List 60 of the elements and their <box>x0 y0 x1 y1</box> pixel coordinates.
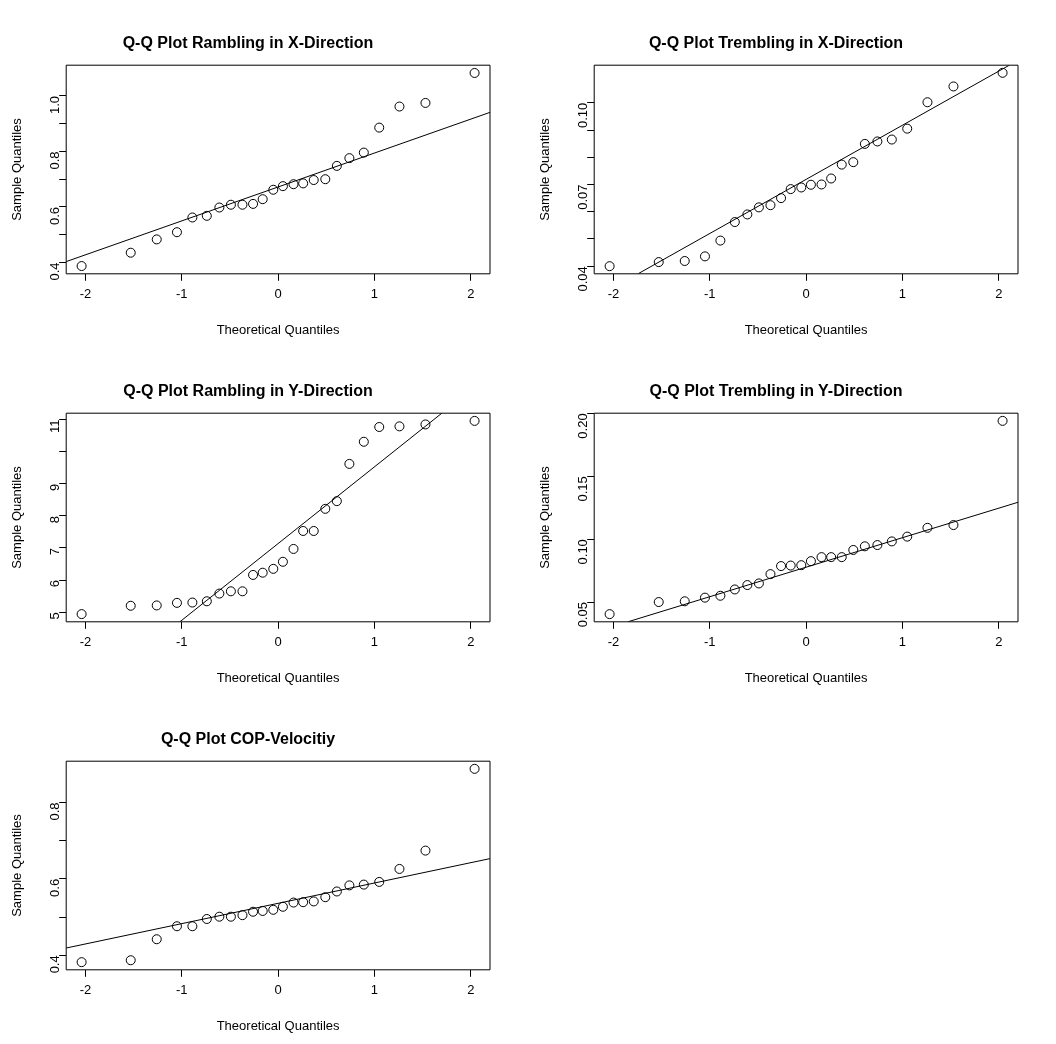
y-tick-label: 6 <box>46 580 62 588</box>
y-tick-label: 0.6 <box>46 878 62 897</box>
y-axis-title: Sample Quantiles <box>9 117 25 221</box>
y-axis-title: Sample Quantiles <box>537 465 553 569</box>
x-tick-label: -2 <box>79 982 92 998</box>
y-tick-label: 0.05 <box>574 602 590 628</box>
x-tick-label: 1 <box>898 286 907 302</box>
chart-title: Q-Q Plot Rambling in Y-Direction <box>123 382 373 400</box>
y-tick-label: 7 <box>46 547 62 556</box>
x-tick-label: 2 <box>995 634 1003 650</box>
x-tick-label: 0 <box>274 634 282 650</box>
x-tick-label: -2 <box>79 286 92 302</box>
x-tick-label: -1 <box>704 634 716 650</box>
chart-title: Q-Q Plot Rambling in X-Direction <box>122 34 374 52</box>
y-tick-label: 0.4 <box>46 262 62 281</box>
x-tick-label: 0 <box>802 634 810 650</box>
y-tick-label: 0.8 <box>46 151 62 170</box>
x-tick-label: 0 <box>802 286 810 302</box>
y-tick-label: 11 <box>46 419 62 434</box>
y-tick-label: 0.10 <box>574 539 590 565</box>
x-axis-title: Theoretical Quantiles <box>744 669 869 685</box>
y-tick-label: 0.4 <box>46 955 62 974</box>
y-tick-label: 0.8 <box>46 802 62 821</box>
x-tick-label: -1 <box>176 982 188 998</box>
x-tick-label: -2 <box>607 286 620 302</box>
x-tick-label: -1 <box>704 286 716 302</box>
x-tick-label: 1 <box>898 634 907 650</box>
x-axis-title: Theoretical Quantiles <box>216 321 341 337</box>
x-tick-label: -1 <box>176 634 188 650</box>
y-tick-label: 9 <box>46 483 62 492</box>
x-tick-label: 1 <box>370 982 379 998</box>
y-tick-label: 0.07 <box>574 184 590 210</box>
y-tick-label: 0.6 <box>46 206 62 226</box>
x-tick-label: -2 <box>79 634 92 650</box>
y-tick-label: 0.10 <box>574 102 590 129</box>
x-axis-title: Theoretical Quantiles <box>216 669 341 685</box>
x-tick-label: -1 <box>176 286 188 302</box>
x-tick-label: 1 <box>370 286 379 302</box>
x-axis-title: Theoretical Quantiles <box>744 321 869 337</box>
chart-title: Q-Q Plot Trembling in X-Direction <box>648 34 904 52</box>
x-tick-label: 2 <box>467 982 475 998</box>
y-tick-label: 8 <box>46 515 62 524</box>
x-tick-label: 1 <box>370 634 379 650</box>
y-tick-label: 0.04 <box>574 266 590 292</box>
x-tick-label: 2 <box>467 286 475 302</box>
chart-title: Q-Q Plot COP-Velocitiy <box>160 730 336 748</box>
x-axis-title: Theoretical Quantiles <box>216 1017 341 1033</box>
x-tick-label: 0 <box>274 982 282 998</box>
x-tick-label: -2 <box>607 634 620 650</box>
x-tick-label: 2 <box>995 286 1003 302</box>
chart-title: Q-Q Plot Trembling in Y-Direction <box>649 382 903 400</box>
y-tick-label: 5 <box>46 612 62 620</box>
x-tick-label: 2 <box>467 634 475 650</box>
y-tick-label: 0.20 <box>574 413 590 439</box>
y-axis-title: Sample Quantiles <box>9 465 25 569</box>
y-axis-title: Sample Quantiles <box>537 117 553 221</box>
y-tick-label: 1.0 <box>46 95 62 115</box>
x-tick-label: 0 <box>274 286 282 302</box>
y-axis-title: Sample Quantiles <box>9 813 25 917</box>
y-tick-label: 0.15 <box>574 476 590 502</box>
